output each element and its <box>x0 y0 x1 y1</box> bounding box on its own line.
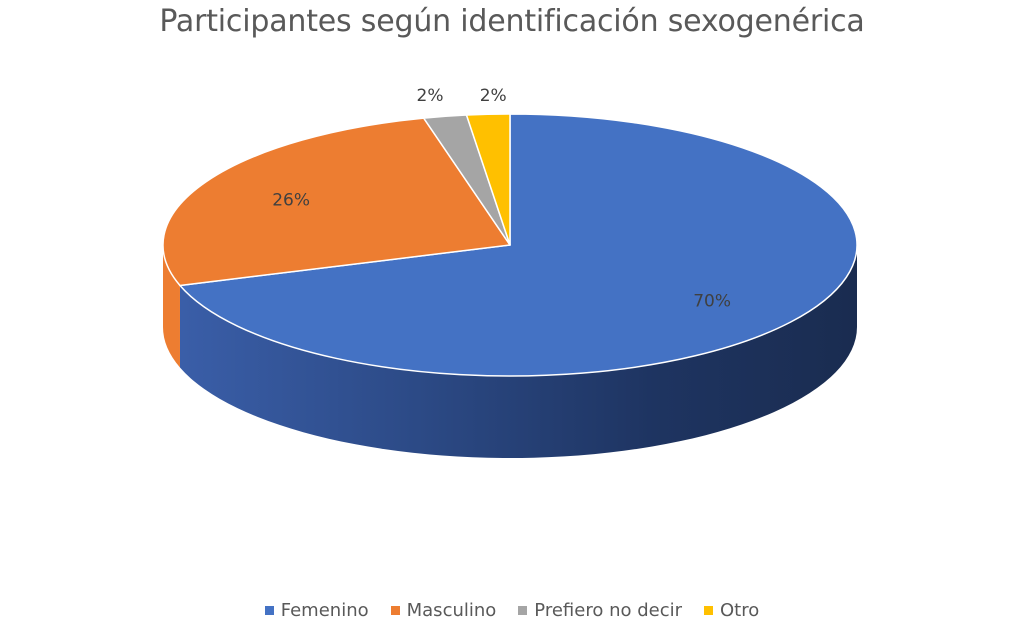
legend-item-femenino: Femenino <box>264 600 369 621</box>
legend-item-otro: Otro <box>704 600 759 621</box>
pie-top <box>162 113 858 377</box>
legend-label-femenino: Femenino <box>280 600 369 621</box>
legend-swatch-otro <box>704 606 714 615</box>
legend-label-prefiero-no-decir: Prefiero no decir <box>534 600 683 621</box>
data-label-masculino: 26% <box>272 191 310 211</box>
pie-slice-femenino <box>179 113 858 377</box>
legend-item-prefiero-no-decir: Prefiero no decir <box>518 600 682 621</box>
data-label-femenino: 70% <box>693 291 731 311</box>
pie-labels: 70% 26% 2% 2% <box>272 86 731 311</box>
legend-label-masculino: Masculino <box>406 600 497 621</box>
data-label-prefiero-no-decir: 2% <box>417 86 444 106</box>
pie-side-masculino <box>163 245 180 368</box>
legend-swatch-prefiero-no-decir <box>518 606 528 615</box>
pie-slice-masculino <box>162 117 511 287</box>
pie-side-femenino <box>179 245 857 458</box>
chart-title: Participantes según identificación sexog… <box>159 4 865 39</box>
legend: Femenino Masculino Prefiero no decir Otro <box>0 600 1024 621</box>
legend-swatch-masculino <box>390 606 400 615</box>
data-label-otro: 2% <box>480 86 507 106</box>
legend-label-otro: Otro <box>720 600 760 621</box>
legend-swatch-femenino <box>264 606 274 615</box>
pie-chart: 70% 26% 2% 2% <box>162 86 858 458</box>
pie-side-wall <box>163 245 857 458</box>
pie-slice-otro <box>465 113 511 246</box>
legend-item-masculino: Masculino <box>390 600 497 621</box>
